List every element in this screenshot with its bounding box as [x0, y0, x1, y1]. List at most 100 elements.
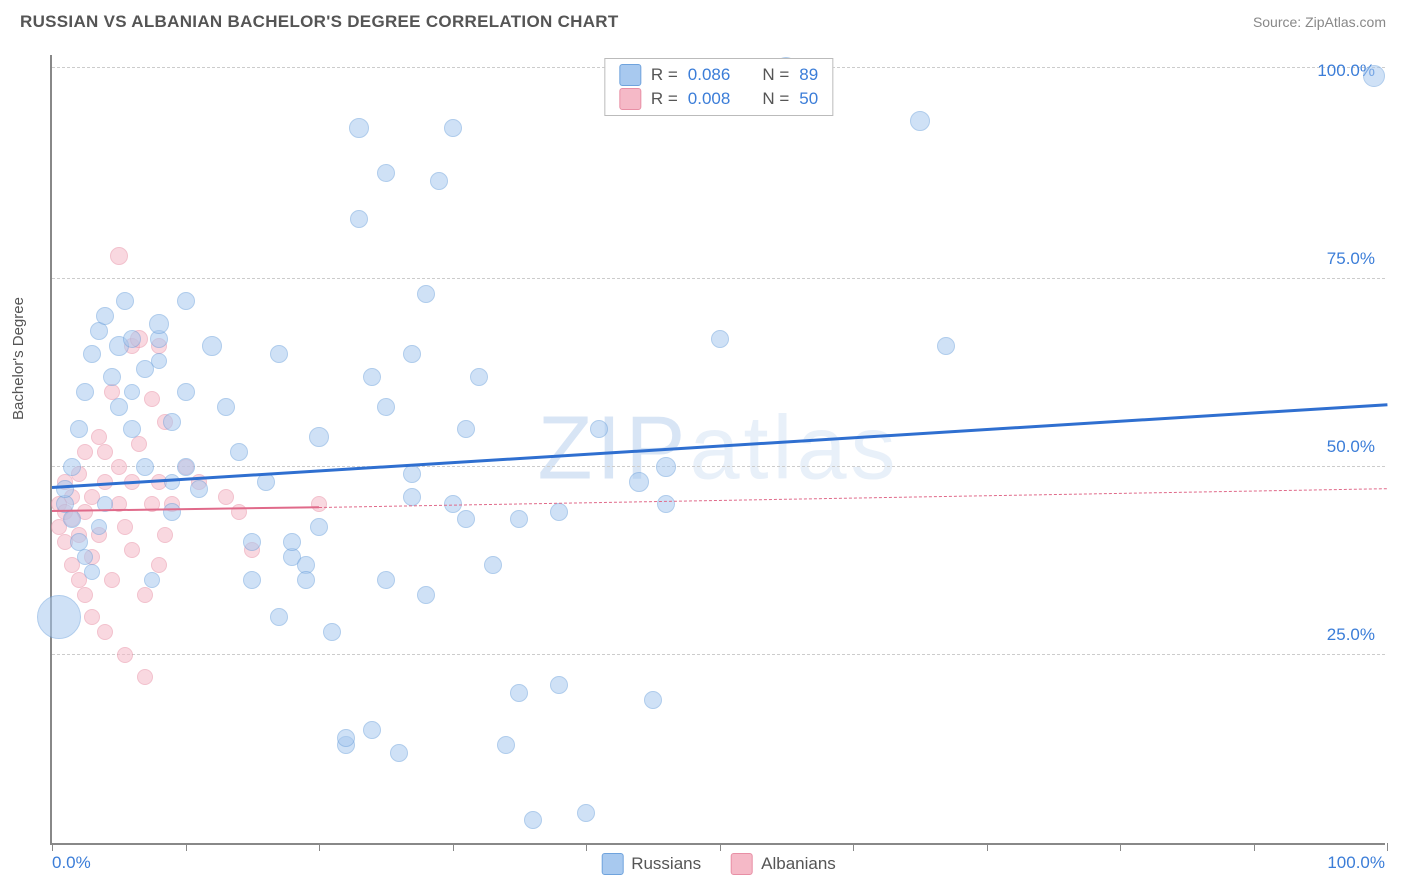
scatter-point [177, 292, 195, 310]
legend-swatch [619, 88, 641, 110]
scatter-point [116, 292, 134, 310]
scatter-point [137, 587, 153, 603]
scatter-point [377, 398, 395, 416]
gridline [52, 278, 1385, 279]
scatter-point [96, 307, 114, 325]
scatter-point [77, 587, 93, 603]
scatter-point [117, 519, 133, 535]
scatter-point [510, 510, 528, 528]
y-tick-label: 75.0% [1327, 249, 1375, 269]
scatter-point [550, 503, 568, 521]
y-tick-label: 50.0% [1327, 437, 1375, 457]
trend-line [319, 488, 1387, 508]
scatter-point [350, 210, 368, 228]
scatter-point [457, 420, 475, 438]
scatter-point [110, 247, 128, 265]
legend-r-label: R = [651, 65, 678, 85]
x-tick [1387, 843, 1388, 851]
scatter-point [1363, 65, 1385, 87]
scatter-point [202, 336, 222, 356]
scatter-point [123, 330, 141, 348]
scatter-point [76, 383, 94, 401]
legend-n-label: N = [762, 65, 789, 85]
x-tick [453, 843, 454, 851]
gridline [52, 466, 1385, 467]
scatter-point [117, 647, 133, 663]
scatter-point [310, 518, 328, 536]
scatter-point [151, 557, 167, 573]
scatter-point [497, 736, 515, 754]
scatter-point [444, 119, 462, 137]
scatter-point [309, 427, 329, 447]
series-legend-label: Albanians [761, 854, 836, 874]
scatter-point [144, 572, 160, 588]
x-tick [52, 843, 53, 851]
scatter-point [124, 384, 140, 400]
scatter-point [470, 368, 488, 386]
correlation-legend: R =0.086N =89R =0.008N =50 [604, 58, 833, 116]
legend-n-label: N = [762, 89, 789, 109]
scatter-point [163, 413, 181, 431]
trend-line [52, 404, 1387, 490]
scatter-point [37, 595, 81, 639]
series-legend-item: Russians [601, 853, 701, 875]
scatter-point [104, 572, 120, 588]
scatter-point [297, 571, 315, 589]
scatter-point [157, 527, 173, 543]
scatter-point [163, 503, 181, 521]
x-tick [720, 843, 721, 851]
scatter-point [323, 623, 341, 641]
x-tick [853, 843, 854, 851]
legend-r-label: R = [651, 89, 678, 109]
x-tick [1254, 843, 1255, 851]
scatter-point [403, 345, 421, 363]
scatter-point [123, 420, 141, 438]
x-axis-label: 0.0% [52, 853, 91, 873]
series-legend: Russians Albanians [601, 853, 836, 875]
scatter-point [97, 444, 113, 460]
scatter-point [270, 608, 288, 626]
scatter-point [77, 549, 93, 565]
scatter-point [644, 691, 662, 709]
scatter-point [711, 330, 729, 348]
x-tick [586, 843, 587, 851]
scatter-point [243, 533, 261, 551]
scatter-point [63, 510, 81, 528]
scatter-point [110, 398, 128, 416]
scatter-point [77, 444, 93, 460]
scatter-point [363, 721, 381, 739]
scatter-point [149, 314, 169, 334]
scatter-point [137, 669, 153, 685]
scatter-point [457, 510, 475, 528]
scatter-point [484, 556, 502, 574]
legend-n-value: 50 [799, 89, 818, 109]
y-axis-label: Bachelor's Degree [10, 297, 27, 420]
scatter-point [103, 368, 121, 386]
scatter-point [111, 459, 127, 475]
scatter-point [910, 111, 930, 131]
watermark: ZIPatlas [537, 398, 899, 501]
scatter-point [657, 495, 675, 513]
scatter-point [363, 368, 381, 386]
scatter-point [217, 398, 235, 416]
scatter-point [377, 571, 395, 589]
x-tick [186, 843, 187, 851]
x-tick [319, 843, 320, 851]
scatter-point [430, 172, 448, 190]
scatter-point [136, 458, 154, 476]
scatter-point [403, 488, 421, 506]
scatter-point [124, 542, 140, 558]
gridline [52, 654, 1385, 655]
scatter-point [417, 586, 435, 604]
scatter-point [283, 533, 301, 551]
scatter-point [70, 420, 88, 438]
legend-swatch [731, 853, 753, 875]
scatter-point [84, 564, 100, 580]
scatter-point [63, 458, 81, 476]
legend-row: R =0.008N =50 [619, 87, 818, 111]
y-tick-label: 25.0% [1327, 625, 1375, 645]
scatter-point [131, 436, 147, 452]
series-legend-item: Albanians [731, 853, 836, 875]
scatter-point [151, 353, 167, 369]
scatter-point [91, 519, 107, 535]
